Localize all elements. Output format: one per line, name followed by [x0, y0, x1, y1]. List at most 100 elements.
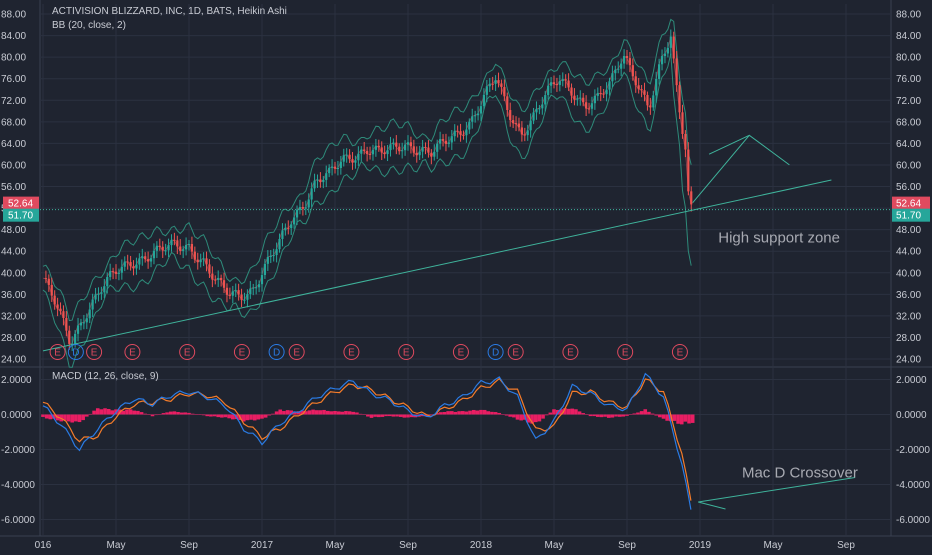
candle-body — [158, 245, 161, 247]
candle-body — [199, 259, 202, 263]
macd-histogram-bar — [628, 414, 633, 415]
macd-histogram-bar — [439, 412, 443, 415]
price-tick-label-right: 84.00 — [896, 31, 921, 42]
candle-body — [409, 142, 413, 147]
candle-body — [339, 161, 342, 168]
candle-body — [252, 287, 255, 289]
candle-body — [231, 291, 234, 296]
candle-body — [526, 130, 529, 136]
candle-body — [354, 160, 357, 163]
earnings-event-marker — [617, 344, 634, 360]
candle-body — [579, 97, 582, 99]
macd-histogram-bar — [212, 414, 217, 417]
candle-body — [558, 81, 561, 85]
candle-body — [596, 93, 599, 96]
macd-histogram-bar — [420, 414, 425, 417]
bb-indicator-label[interactable]: BB (20, close, 2) — [52, 20, 126, 31]
macd-tick-label-left: -6.0000 — [1, 515, 35, 526]
macd-histogram-bar — [267, 414, 272, 416]
macd-tick-label-left: -2.0000 — [1, 445, 35, 456]
candle-body — [193, 251, 196, 260]
earnings-event-marker — [49, 344, 66, 360]
candle-body — [179, 246, 182, 251]
macd-histogram-bar — [52, 414, 56, 419]
candle-body — [389, 144, 392, 151]
candle-body — [103, 286, 106, 293]
event-marker-label: D — [72, 348, 79, 359]
grid-layer — [0, 0, 932, 537]
axes-layer: 24.00 24.00 28.00 28.00 32.00 32.00 36.00 36.00… — [1, 10, 930, 552]
candle-body — [307, 199, 310, 208]
candle-body — [147, 259, 150, 262]
candle-body — [614, 69, 617, 74]
event-marker-label: E — [567, 348, 574, 359]
candle-body — [482, 94, 486, 107]
macd-histogram-bar — [158, 414, 162, 415]
candle-body — [617, 68, 620, 70]
candle-body — [336, 167, 340, 169]
macd-indicator-label[interactable]: MACD (12, 26, close, 9) — [52, 371, 159, 382]
macd-tick-label-right: 2.0000 — [896, 375, 927, 386]
earnings-event-marker — [343, 344, 360, 360]
candle-body — [363, 149, 366, 151]
macd-histogram-bar — [493, 412, 498, 415]
macd-histogram-bar — [66, 414, 71, 422]
macd-histogram-bar — [132, 410, 137, 415]
macd-tick-label-left: -4.0000 — [1, 480, 35, 491]
event-marker-label: E — [348, 348, 355, 359]
candle-body — [520, 127, 523, 135]
candle-body — [345, 154, 348, 156]
candles-layer — [44, 29, 693, 352]
macd-histogram-bar — [625, 414, 629, 416]
price-tick-label-left: 28.00 — [1, 333, 26, 344]
macd-histogram-bar — [384, 414, 388, 417]
support-zone-label: High support zone — [718, 230, 840, 247]
candle-body — [243, 299, 246, 301]
time-tick-label: Sep — [180, 540, 198, 550]
candle-body — [576, 98, 579, 100]
macd-histogram-bar — [256, 414, 261, 420]
macd-histogram-bar — [252, 414, 257, 421]
macd-histogram-bar — [92, 410, 96, 415]
macd-tick-label-right: -6.0000 — [896, 515, 930, 526]
earnings-event-marker — [124, 344, 141, 360]
macd-histogram-bar — [41, 414, 45, 417]
candle-body — [392, 142, 395, 145]
macd-histogram-bar — [658, 414, 662, 418]
macd-histogram-bar — [150, 414, 155, 417]
candle-body — [535, 108, 538, 113]
macd-histogram-bar — [537, 414, 542, 422]
candle-body — [427, 147, 430, 153]
candle-body — [444, 140, 448, 144]
macd-histogram-bar — [274, 411, 279, 415]
macd-histogram-bar — [679, 414, 684, 425]
macd-histogram-bar — [490, 411, 494, 415]
macd-tick-label-right: -4.0000 — [896, 480, 930, 491]
candle-body — [316, 179, 319, 181]
macd-histogram-bar — [369, 414, 374, 418]
macd-histogram-bar — [278, 409, 283, 415]
earnings-event-marker — [288, 344, 305, 360]
price-tick-label-right: 72.00 — [896, 96, 921, 107]
macd-histogram-bar — [497, 412, 502, 415]
candle-body — [634, 76, 637, 86]
candle-body — [298, 207, 302, 210]
candle-body — [398, 146, 401, 152]
candle-body — [360, 149, 363, 154]
macd-histogram-bar — [48, 414, 53, 420]
candle-body — [447, 142, 450, 144]
candle-body — [257, 284, 261, 288]
candle-body — [187, 244, 191, 246]
macd-histogram-bar — [581, 413, 585, 415]
price-tick-label-left: 48.00 — [1, 225, 26, 236]
candle-body — [225, 287, 229, 295]
macd-histogram-bar — [519, 414, 523, 421]
chart-title[interactable]: ACTIVISION BLIZZARD, INC, 1D, BATS, Heik… — [52, 6, 287, 17]
price-tick-label-left: 44.00 — [1, 247, 26, 258]
macd-histogram-bar — [650, 413, 655, 415]
annotation-layer[interactable]: High support zone — [40, 134, 891, 352]
candle-body — [573, 95, 576, 100]
macd-histogram-bar — [512, 414, 516, 418]
